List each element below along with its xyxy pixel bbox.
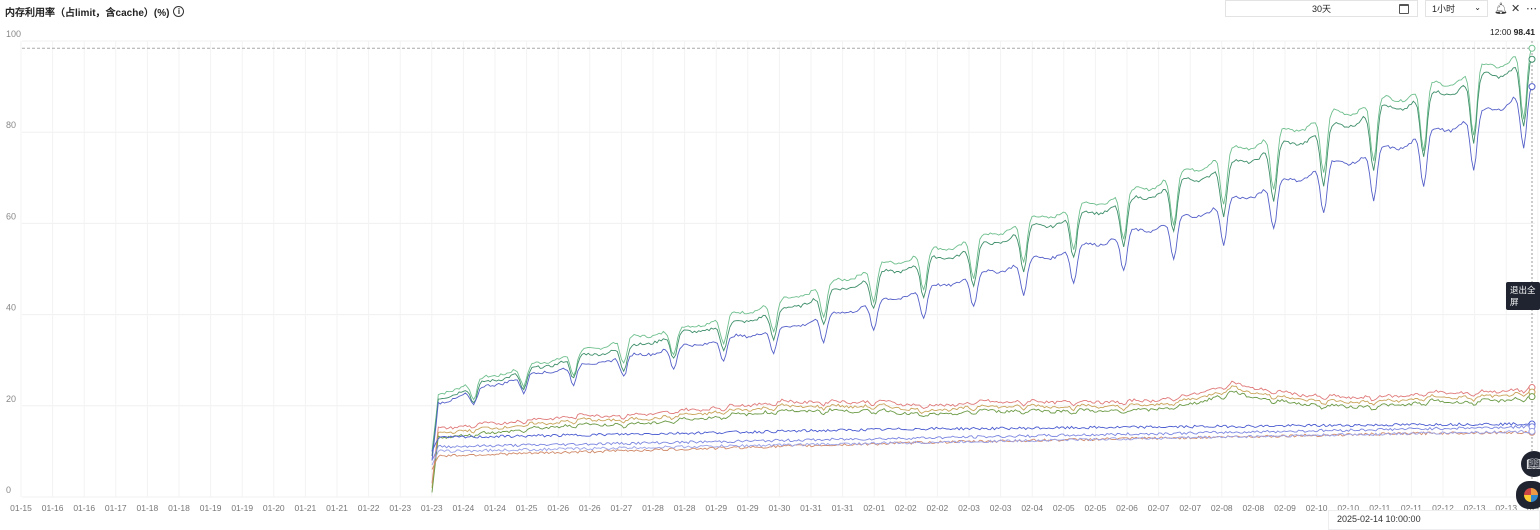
x-tick-label: 02-07	[1179, 503, 1201, 513]
x-tick-label: 01-24	[453, 503, 475, 513]
x-tick-label: 01-28	[674, 503, 696, 513]
series-hover-point-s6	[1528, 393, 1536, 401]
exit-fullscreen-tooltip[interactable]: 退出全屏	[1506, 282, 1540, 310]
x-tick-label: 02-01	[863, 503, 885, 513]
x-tick-label: 01-19	[231, 503, 253, 513]
x-tick-label: 01-29	[705, 503, 727, 513]
series-line-s5	[431, 385, 1533, 488]
y-tick-label: 60	[6, 211, 16, 221]
x-tick-label: 01-19	[200, 503, 222, 513]
step-select[interactable]: 1小时 ⌄	[1425, 0, 1488, 17]
x-tick-label: 02-03	[958, 503, 980, 513]
x-tick-label: 01-16	[42, 503, 64, 513]
x-tick-label: 01-18	[137, 503, 159, 513]
series-line-s8	[431, 425, 1533, 461]
x-tick-label: 01-23	[389, 503, 411, 513]
x-tick-label: 02-13	[1464, 503, 1486, 513]
x-tick-label: 01-18	[168, 503, 190, 513]
y-tick-label: 20	[6, 394, 16, 404]
x-tick-label: 01-26	[579, 503, 601, 513]
chart-title: 内存利用率（占limit，含cache）(%) i	[5, 4, 185, 19]
x-tick-label: 01-16	[73, 503, 95, 513]
series-line-s3	[431, 83, 1533, 461]
x-tick-label: 01-31	[832, 503, 854, 513]
series-hover-point-s3	[1528, 83, 1536, 91]
x-tick-label: 02-10	[1306, 503, 1328, 513]
hover-value-label: 12:00 98.41	[1490, 27, 1535, 37]
x-tick-label: 02-13	[1495, 503, 1517, 513]
series-line-s2	[431, 56, 1533, 457]
x-tick-label: 02-12	[1432, 503, 1454, 513]
x-tick-label: 01-21	[295, 503, 317, 513]
x-tick-label: 01-15	[10, 503, 32, 513]
series-line-s10	[431, 429, 1533, 466]
y-tick-label: 0	[6, 485, 11, 495]
x-tick-label: 01-20	[263, 503, 285, 513]
assistant-icon[interactable]	[1516, 481, 1540, 509]
x-tick-label: 01-21	[326, 503, 348, 513]
x-tick-label: 02-03	[990, 503, 1012, 513]
y-tick-label: 80	[6, 120, 16, 130]
series-hover-point-s10	[1528, 427, 1536, 435]
series-hover-point-s1	[1528, 44, 1536, 52]
x-tick-label: 01-22	[358, 503, 380, 513]
tooltip-datetime: 2025-02-14 10:00:00	[1328, 510, 1540, 530]
x-tick-label: 02-02	[927, 503, 949, 513]
x-tick-label: 01-28	[642, 503, 664, 513]
series-hover-point-s2	[1528, 55, 1536, 63]
y-tick-label: 40	[6, 303, 16, 313]
calendar-icon	[1399, 4, 1409, 14]
x-tick-label: 01-23	[421, 503, 443, 513]
x-tick-label: 02-05	[1085, 503, 1107, 513]
x-tick-label: 02-02	[895, 503, 917, 513]
x-tick-label: 01-26	[547, 503, 569, 513]
series-line-s4	[431, 380, 1533, 484]
x-tick-label: 01-31	[800, 503, 822, 513]
x-tick-label: 02-07	[1148, 503, 1170, 513]
info-icon[interactable]: i	[173, 6, 185, 17]
x-tick-label: 02-09	[1274, 503, 1296, 513]
x-tick-label: 02-11	[1401, 503, 1422, 513]
series-line-s7	[431, 422, 1533, 452]
close-icon[interactable]: ✕	[1511, 3, 1521, 15]
series-line-s9	[431, 430, 1533, 470]
more-icon[interactable]: ⋯	[1526, 3, 1537, 15]
x-tick-label: 01-30	[769, 503, 791, 513]
x-tick-label: 02-10	[1337, 503, 1359, 513]
x-tick-label: 01-29	[737, 503, 759, 513]
x-tick-label: 02-04	[1021, 503, 1043, 513]
series-line-s6	[431, 390, 1533, 493]
y-tick-label: 100	[6, 29, 21, 39]
time-range-picker[interactable]: 30天	[1225, 0, 1418, 17]
x-tick-label: 02-08	[1243, 503, 1265, 513]
x-tick-label: 02-08	[1211, 503, 1233, 513]
x-tick-label: 02-05	[1053, 503, 1075, 513]
chevron-down-icon: ⌄	[1474, 3, 1481, 12]
x-tick-label: 02-06	[1116, 503, 1138, 513]
bell-icon[interactable]: 🔔︎	[1494, 3, 1508, 15]
x-tick-label: 01-17	[105, 503, 127, 513]
series-line-s1	[431, 45, 1533, 452]
x-tick-label: 01-25	[516, 503, 538, 513]
x-tick-label: 01-27	[611, 503, 633, 513]
book-icon[interactable]: 📖︎	[1521, 451, 1540, 477]
x-tick-label: 01-24	[484, 503, 506, 513]
x-tick-label: 02-11	[1369, 503, 1390, 513]
